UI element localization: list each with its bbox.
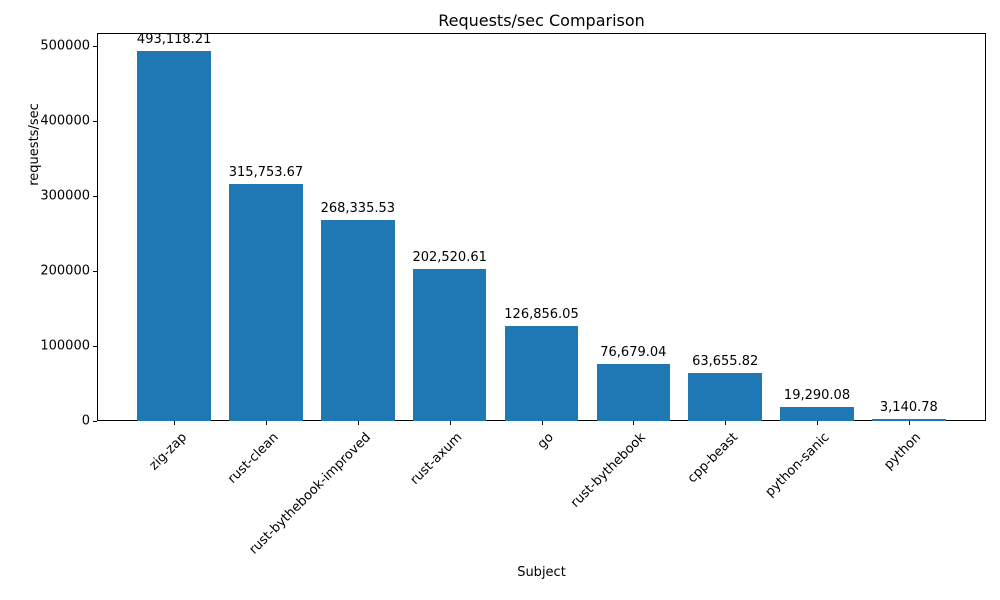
bar-value-label: 315,753.67 [228,165,304,181]
x-tick-mark [357,421,359,425]
x-tick-label: go [535,430,558,453]
bar-value-label: 3,140.78 [879,399,938,415]
y-tick-label: 100000 [40,338,90,354]
bar-zig-zap [137,51,211,421]
bar-value-label: 76,679.04 [600,344,667,360]
x-tick-label: rust-bythebook [568,430,649,511]
x-tick-mark [265,421,267,425]
x-axis-label: Subject [517,565,566,580]
bar-python-sanic [780,406,854,421]
x-tick-mark [174,421,176,425]
x-tick-mark [633,421,635,425]
x-tick-label: rust-clean [224,430,282,487]
bar-rust-clean [229,184,303,421]
x-tick-label: python [881,430,925,473]
x-tick-mark [449,421,451,425]
bar-value-label: 268,335.53 [320,200,396,216]
bar-value-label: 493,118.21 [136,32,212,48]
y-tick-label: 200000 [40,263,90,279]
y-tick-mark [93,46,97,48]
y-tick-label: 400000 [40,113,90,129]
y-tick-label: 0 [81,413,90,429]
x-tick-label: zig-zap [146,430,190,474]
bar-rust-axum [412,269,487,421]
bar-go [504,325,579,421]
x-tick-label: cpp-beast [684,430,741,487]
y-tick-mark [93,271,97,273]
bar-value-label: 19,290.08 [783,387,851,403]
x-tick-mark [908,421,910,425]
bar-value-label: 126,856.05 [504,306,579,322]
x-tick-mark [541,421,543,425]
bar-python [872,418,946,421]
chart-title: Requests/sec Comparison [438,11,645,30]
y-tick-mark [93,121,97,123]
y-tick-label: 500000 [40,38,90,54]
bar-rust-bythebook [596,363,671,421]
bar-cpp-beast [688,373,762,421]
y-tick-mark [93,421,97,422]
y-axis-label: requests/sec [27,103,42,186]
bar-value-label: 202,520.61 [412,250,487,266]
x-tick-label: python-sanic [762,430,833,500]
x-tick-mark [817,421,819,425]
y-tick-mark [93,346,97,348]
y-tick-mark [93,196,97,198]
y-tick-label: 300000 [40,188,90,204]
bar-rust-bythebook-improved [321,219,395,421]
x-tick-mark [725,421,727,425]
bar-value-label: 63,655.82 [692,354,759,370]
x-tick-label: rust-axum [407,430,466,488]
